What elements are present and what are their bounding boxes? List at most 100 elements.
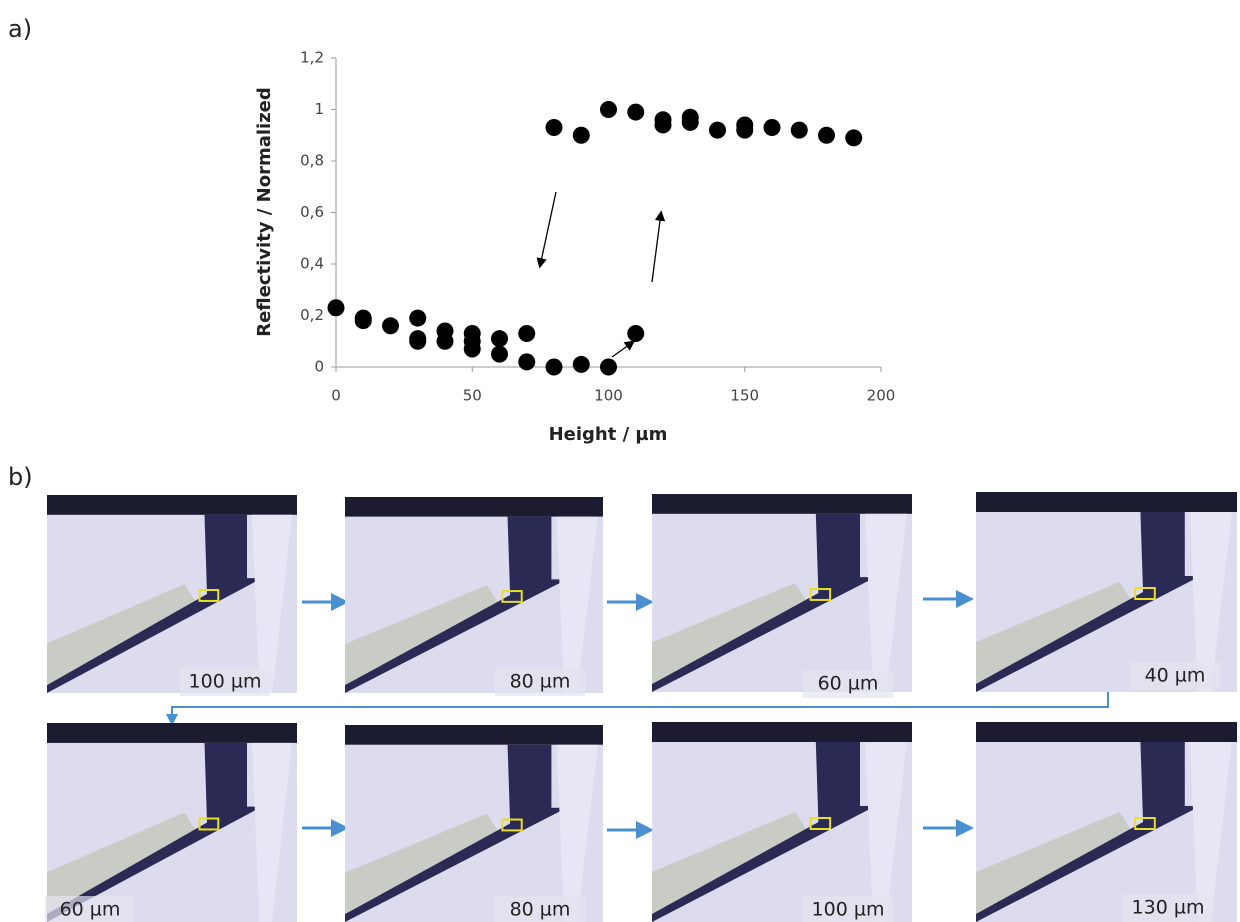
light-region	[976, 582, 1133, 688]
point	[600, 358, 617, 376]
point	[572, 355, 590, 373]
image-label: 80 µm	[510, 671, 571, 693]
light-region	[345, 585, 500, 690]
roi-box	[501, 818, 523, 832]
tip-shadow	[47, 514, 262, 693]
side-strip	[252, 742, 292, 922]
tip-shadow	[976, 742, 1201, 922]
light-region	[652, 812, 808, 918]
light-region	[345, 813, 500, 919]
point	[491, 330, 508, 348]
point	[790, 121, 808, 139]
panel-label: b)	[8, 463, 33, 491]
point	[736, 121, 754, 139]
point	[409, 309, 427, 327]
label-bg	[45, 896, 135, 922]
point	[818, 126, 835, 144]
point	[654, 116, 672, 134]
annotation-arrows	[536, 191, 666, 358]
label-bg	[1123, 894, 1213, 922]
point	[600, 101, 617, 118]
point	[572, 126, 590, 144]
image-top-bar	[976, 492, 1237, 512]
roi-box	[809, 817, 832, 830]
roi-box	[809, 588, 832, 601]
side-strip	[865, 742, 907, 922]
point	[518, 325, 536, 343]
point	[354, 312, 372, 330]
y-tick-label: 0,4	[300, 255, 324, 273]
y-tick-label: 0,6	[300, 203, 324, 221]
y-tick-label: 0	[314, 358, 324, 376]
light-region	[976, 812, 1133, 918]
point	[463, 340, 481, 358]
side-strip	[1190, 742, 1232, 922]
point	[518, 353, 536, 371]
image-panel: 130 µm	[976, 722, 1237, 922]
image-top-bar	[652, 722, 912, 742]
roi-box	[1134, 587, 1156, 600]
point	[327, 299, 345, 317]
point	[409, 332, 427, 350]
y-tick-label: 1	[314, 100, 324, 118]
tip-shadow	[345, 744, 567, 922]
tip-shadow	[652, 742, 876, 922]
x-axis-title: Height / µm	[549, 424, 668, 445]
image-label: 100 µm	[189, 671, 262, 693]
light-region	[47, 812, 197, 919]
x-tick-label: 150	[730, 387, 759, 405]
tip-shadow	[976, 512, 1201, 692]
image-label: 80 µm	[510, 899, 571, 921]
image-panel: 100 µm	[47, 495, 297, 696]
light-region	[652, 583, 808, 689]
image-top-bar	[345, 497, 603, 517]
point	[627, 103, 645, 121]
roi-box	[1134, 817, 1156, 830]
tip-shadow	[652, 513, 876, 692]
point	[382, 317, 399, 335]
y-tick-label: 1,2	[300, 49, 324, 67]
side-strip	[252, 514, 292, 693]
point	[545, 119, 563, 137]
point	[845, 129, 863, 147]
y-tick-label: 0,2	[300, 306, 324, 324]
image-top-bar	[976, 722, 1237, 742]
label-bg	[803, 670, 893, 698]
point	[627, 325, 645, 343]
image-panels: 100 µm 80 µm 60 µm 40 µm 60 µm 80 µm 100 µm 130…	[45, 492, 1237, 922]
roi-box	[198, 589, 220, 602]
image-label: 130 µm	[1132, 897, 1205, 919]
tip-shadow	[345, 516, 567, 693]
label-bg	[495, 668, 585, 696]
image-label: 60 µm	[60, 899, 121, 921]
roi-box	[198, 817, 220, 831]
x-tick-label: 50	[463, 387, 482, 405]
panel-label: a)	[8, 15, 32, 43]
tip-shadow	[47, 742, 262, 922]
point	[763, 119, 781, 137]
image-panel: 80 µm	[345, 497, 603, 696]
label-bg	[180, 668, 270, 696]
image-panel: 60 µm	[45, 723, 297, 922]
image-top-bar	[47, 495, 297, 515]
label-bg	[803, 896, 893, 922]
point	[545, 358, 563, 376]
image-panel: 40 µm	[976, 492, 1237, 692]
side-strip	[556, 744, 598, 922]
image-panel: 80 µm	[345, 725, 603, 922]
x-tick-label: 0	[331, 387, 341, 405]
roi-box	[501, 590, 523, 603]
side-strip	[1190, 512, 1232, 692]
side-strip	[865, 513, 907, 692]
label-bg	[495, 896, 585, 922]
side-strip	[556, 516, 598, 693]
y-axis-title: Reflectivity / Normalized	[254, 87, 275, 337]
label-bg	[1130, 662, 1220, 690]
x-tick-label: 100	[594, 387, 623, 405]
image-label: 100 µm	[812, 899, 885, 921]
image-panel: 60 µm	[652, 494, 912, 698]
point	[709, 121, 726, 139]
point	[491, 345, 508, 363]
image-label: 40 µm	[1145, 665, 1206, 687]
